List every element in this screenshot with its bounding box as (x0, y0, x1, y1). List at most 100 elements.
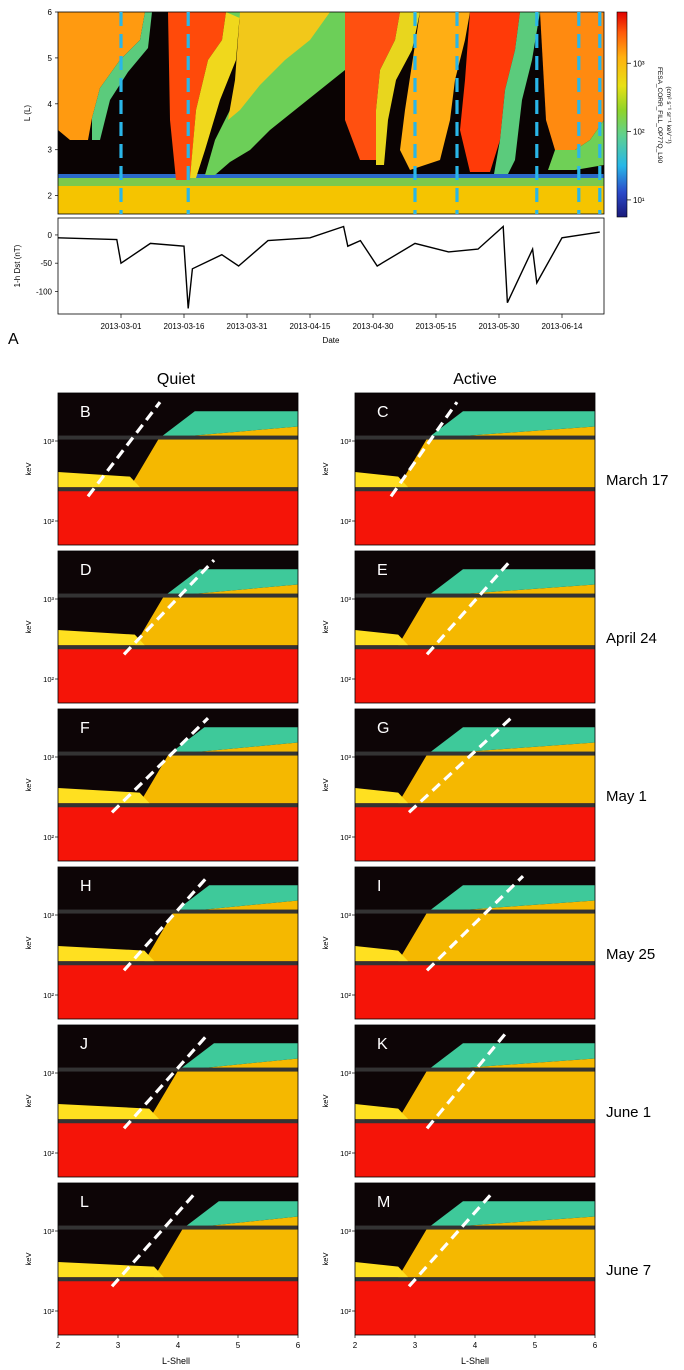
colorbar-label-line2: (cm² s⁻¹ sr⁻¹ keV⁻¹) (665, 86, 672, 143)
row-date-label-4: June 1 (606, 1104, 651, 1121)
dashed-boundary (110, 1191, 198, 1288)
kev-ytick-label: 10³ (340, 595, 351, 604)
dst-ytick-label-0: 0 (48, 231, 53, 240)
colorbar-gradient (616, 11, 628, 218)
panel-frame (354, 392, 596, 546)
channel-gap-upper (355, 909, 595, 914)
kev-ylabel: keV (24, 1095, 33, 1108)
channel-gap-lower (58, 1277, 298, 1282)
channel-gap-upper (355, 1067, 595, 1072)
spectrum-panel-H: H 10³ 10² keV (24, 866, 299, 1020)
belt-flux-region (355, 900, 595, 962)
outer-belt-injection-5 (460, 12, 520, 172)
outer-belt-injection-2-edge (190, 12, 240, 178)
kev-ytick-label: 10³ (43, 1069, 54, 1078)
low-l-flux (355, 1262, 409, 1278)
lshell-xtick-label: 5 (236, 1341, 241, 1350)
kev-ytick-label: 10³ (340, 1069, 351, 1078)
lshell-xlabel-active: L-Shell (461, 1356, 489, 1366)
low-energy-band (355, 1119, 595, 1177)
lshell-xtick-label: 4 (176, 1341, 181, 1350)
colorbar-label-line1: FESA_CORR_FILL_OP77Q_L90 (656, 67, 663, 163)
panel-letter: I (377, 878, 381, 895)
dashed-boundary (407, 716, 513, 814)
spectrogram-ytick-label-0: 2 (48, 192, 53, 201)
panel-letter-A: A (8, 331, 19, 348)
lshell-xtick-label: 2 (353, 1341, 358, 1350)
outer-belt-injection-4 (400, 12, 470, 170)
date-tick-label-1: 2013-03-16 (164, 322, 205, 331)
dashed-boundary (122, 559, 216, 656)
spectrum-panel-M: M 10³ 10² keV (321, 1182, 596, 1336)
belt-high-energy-edge (163, 569, 298, 597)
date-tick-label-4: 2013-04-30 (353, 322, 394, 331)
outer-belt-injection-2 (168, 12, 226, 180)
belt-flux-region (355, 1058, 595, 1120)
panel-letter: G (377, 720, 389, 737)
panel-letter: E (377, 562, 388, 579)
low-energy-band (355, 1277, 595, 1335)
kev-ytick-label: 10² (43, 1307, 54, 1316)
belt-flux-region (58, 742, 298, 804)
lshell-xtick-label: 6 (593, 1341, 598, 1350)
spectrogram-panel: 2 3 4 5 6 L (L) (23, 8, 605, 215)
kev-ytick-label: 10³ (43, 753, 54, 762)
panel-frame (57, 392, 299, 546)
panel-letter: F (80, 720, 90, 737)
belt-flux-region (355, 1216, 595, 1278)
kev-ylabel: keV (321, 937, 330, 950)
spectrogram-y-ticks: 2 3 4 5 6 (48, 8, 58, 201)
dashed-boundary (407, 1191, 495, 1288)
dashed-boundary (110, 716, 210, 814)
kev-ytick-label: 10³ (43, 437, 54, 446)
lshell-x-ticks: 2 3 4 5 6 2 3 4 5 6 (56, 1335, 598, 1350)
kev-ytick-label: 10³ (340, 753, 351, 762)
spectrum-panel-E: E 10³ 10² keV (321, 550, 596, 704)
spectrum-panel-D: D 10³ 10² keV (24, 550, 299, 704)
channel-gap-upper (355, 1225, 595, 1230)
panel-letter: H (80, 878, 92, 895)
low-energy-band (58, 1277, 298, 1335)
low-energy-band (58, 645, 298, 703)
outer-belt-injection-5-edge (494, 12, 540, 174)
low-energy-band (355, 961, 595, 1019)
spectrogram-ytick-label-2: 4 (48, 100, 53, 109)
lshell-xtick-label: 4 (473, 1341, 478, 1350)
lshell-xlabel-quiet: L-Shell (162, 1356, 190, 1366)
belt-high-energy-edge (173, 885, 298, 913)
colorbar-ticks: 10¹ 10² 10³ (627, 59, 645, 205)
low-l-flux (355, 472, 409, 488)
spectrum-panel-I: I 10³ 10² keV (321, 866, 596, 1020)
event-lines (119, 12, 602, 214)
colorbar-tick-label-1: 10² (633, 128, 645, 137)
row-date-label-5: June 7 (606, 1262, 651, 1279)
channel-gap-lower (58, 1119, 298, 1124)
channel-gap-lower (355, 1119, 595, 1124)
spectrum-panel-G: G 10³ 10² keV (321, 708, 596, 862)
inner-belt-edge (58, 178, 604, 186)
panel-frame (354, 550, 596, 704)
channel-gap-lower (355, 645, 595, 650)
channel-gap-upper (355, 751, 595, 756)
channel-gap-upper (355, 593, 595, 598)
channel-gap-upper (58, 435, 298, 440)
low-energy-band (355, 803, 595, 861)
kev-ylabel: keV (321, 463, 330, 476)
date-tick-label-3: 2013-04-15 (290, 322, 331, 331)
dst-series-line (57, 225, 600, 309)
panel-letter: L (80, 1194, 89, 1211)
kev-ytick-label: 10³ (43, 911, 54, 920)
channel-gap-lower (355, 1277, 595, 1282)
kev-ytick-label: 10³ (340, 437, 351, 446)
outer-belt-tail-core (228, 12, 330, 120)
dst-ytick-label-1: -50 (40, 259, 52, 268)
belt-flux-region (58, 584, 298, 646)
panel-letter: K (377, 1036, 388, 1053)
dst-frame (57, 217, 605, 315)
kev-ylabel: keV (321, 779, 330, 792)
belt-flux-region (58, 426, 298, 488)
panel-letter: D (80, 562, 92, 579)
kev-ylabel: keV (321, 621, 330, 634)
kev-ytick-label: 10² (43, 833, 54, 842)
low-l-flux (355, 788, 409, 804)
